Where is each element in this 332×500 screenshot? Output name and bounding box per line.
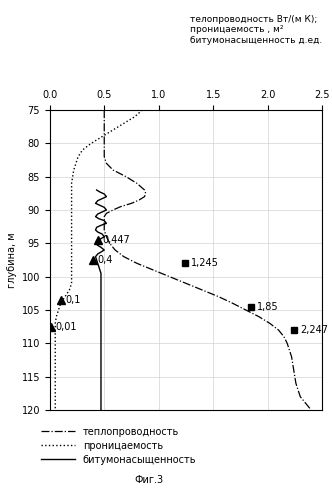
Y-axis label: глубина, м: глубина, м: [7, 232, 17, 288]
Text: 1,85: 1,85: [257, 302, 278, 312]
Text: 0,01: 0,01: [55, 322, 77, 332]
Legend: теплопроводность, проницаемость, битумонасыщенность: теплопроводность, проницаемость, битумон…: [41, 427, 196, 465]
Text: 2,247: 2,247: [300, 325, 328, 335]
Text: 0,1: 0,1: [65, 295, 80, 305]
Text: телопроводность Вт/(м К);
проницаемость , м²
битумонасыщенность д.ед.: телопроводность Вт/(м К); проницаемость …: [190, 15, 322, 45]
Text: 1,245: 1,245: [191, 258, 219, 268]
Text: Фиг.3: Фиг.3: [135, 475, 164, 485]
Text: 0,447: 0,447: [103, 235, 130, 245]
Text: 0,4: 0,4: [98, 255, 113, 265]
